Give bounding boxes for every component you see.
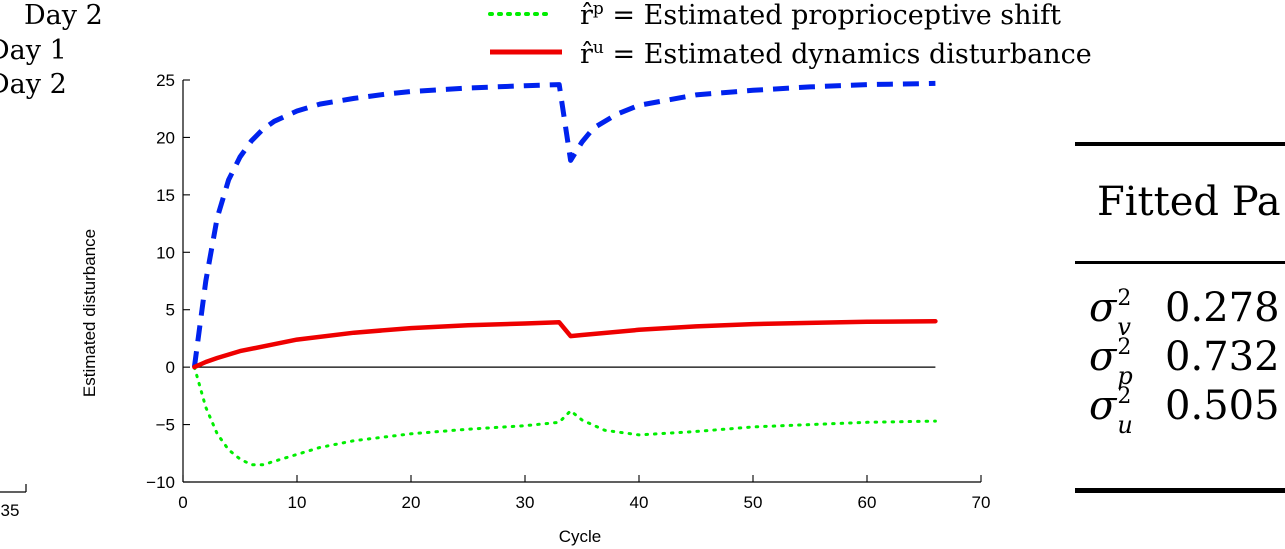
cut-legend-line-2: Day 1 xyxy=(0,35,67,66)
series-blue-dashed-line xyxy=(191,80,936,368)
x-tick-label: 30 xyxy=(516,493,535,512)
y-tick-label: 5 xyxy=(166,301,175,320)
legend-swatch-dotted xyxy=(488,12,554,16)
legend-label-dynamics: r̂u = Estimated dynamics disturbance xyxy=(580,33,1092,70)
legend-symbol: r̂ xyxy=(580,39,593,70)
y-axis-label: Estimated disturbance xyxy=(80,229,99,397)
sigma-subscript: u xyxy=(1117,411,1133,439)
table-top-rule xyxy=(1075,142,1285,146)
x-tick-label: 0 xyxy=(178,493,187,512)
legend-equals: = xyxy=(612,39,636,70)
legend-swatch-solid xyxy=(490,49,562,55)
table-bottom-rule xyxy=(1075,488,1285,493)
x-tick-label: 20 xyxy=(402,493,421,512)
x-tick-label: 40 xyxy=(630,493,649,512)
legend-superscript: p xyxy=(592,0,604,19)
y-tick-label: 0 xyxy=(166,358,175,377)
legend-symbol: r̂ xyxy=(580,0,593,31)
sigma-symbol: σ xyxy=(1089,334,1117,380)
y-tick-label: −10 xyxy=(146,473,175,492)
legend-superscript: u xyxy=(592,38,604,58)
y-tick-label: 25 xyxy=(156,71,175,90)
sigma-superscript: 2 xyxy=(1117,286,1132,311)
x-tick-label: 50 xyxy=(744,493,763,512)
table-value: 0.505 xyxy=(1165,383,1280,429)
x-axis-label: Cycle xyxy=(559,527,602,546)
legend-text: Estimated proprioceptive shift xyxy=(643,0,1062,31)
x-tick-label: 70 xyxy=(972,493,991,512)
y-tick-label: 15 xyxy=(156,186,175,205)
legend-equals: = xyxy=(612,0,636,31)
sigma-superscript: 2 xyxy=(1117,335,1132,360)
cut-legend-line-1: Day 2 xyxy=(24,0,103,31)
legend-entry-proprioceptive: r̂p = Estimated proprioceptive shift xyxy=(486,0,1061,31)
series-dynamics-line xyxy=(192,318,938,370)
sigma-symbol: σ xyxy=(1089,383,1117,429)
y-tick-label: 20 xyxy=(156,128,175,147)
left-partial-axis-tick-label: 35 xyxy=(1,501,20,520)
sigma-subscript: v xyxy=(1117,313,1131,341)
table-mid-rule xyxy=(1075,261,1285,264)
y-tick-label: −5 xyxy=(156,416,175,435)
sigma-subscript: p xyxy=(1117,362,1133,390)
cut-legend-line-3: Day 2 xyxy=(0,69,67,100)
x-tick-label: 10 xyxy=(288,493,307,512)
legend-entry-dynamics: r̂u = Estimated dynamics disturbance xyxy=(486,33,1092,70)
table-value: 0.732 xyxy=(1165,334,1280,380)
table-value: 0.278 xyxy=(1165,285,1280,331)
x-tick-label: 60 xyxy=(858,493,877,512)
sigma-symbol: σ xyxy=(1089,285,1117,331)
left-partial-axis: 35 xyxy=(0,484,27,520)
chart-legend: r̂p = Estimated proprioceptive shift r̂u… xyxy=(486,0,1092,72)
legend-label-proprioceptive: r̂p = Estimated proprioceptive shift xyxy=(580,0,1061,31)
series-proprioceptive-line xyxy=(192,365,937,467)
legend-text: Estimated dynamics disturbance xyxy=(643,39,1092,70)
sigma-superscript: 2 xyxy=(1117,384,1132,409)
y-tick-label: 10 xyxy=(156,243,175,262)
table-header: Fitted Pa xyxy=(1097,179,1281,225)
